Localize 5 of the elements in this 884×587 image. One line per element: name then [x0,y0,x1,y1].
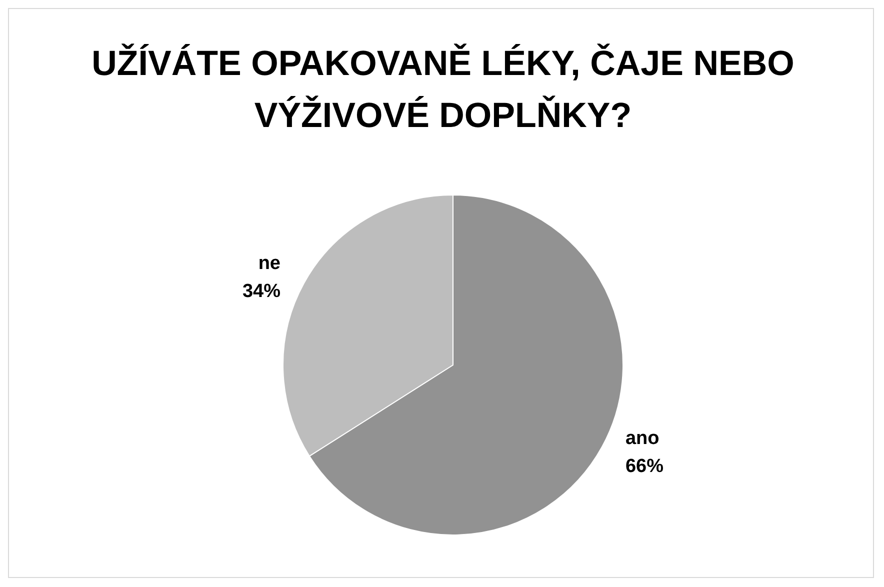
data-label: 34% [242,280,281,302]
data-label: 66% [625,456,664,478]
slice-label: ne [258,252,281,274]
chart-title: UŽÍVÁTE OPAKOVANĚ LÉKY, ČAJE NEBO VÝŽIVOVÉ DOPLŇKY? [90,42,796,137]
slice-label: ano [625,428,660,450]
